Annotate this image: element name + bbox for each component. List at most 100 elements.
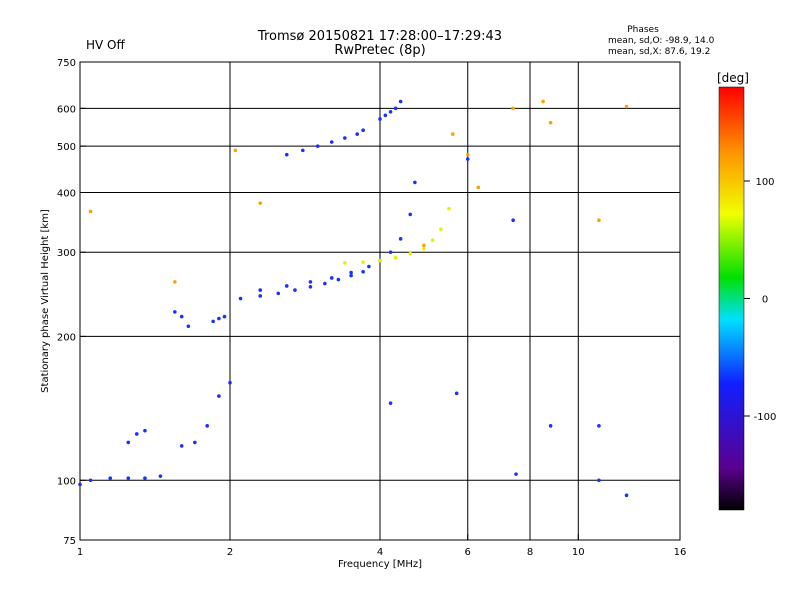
y-tick-label: 200 xyxy=(57,332,76,343)
echo-point xyxy=(597,424,601,428)
echo-point xyxy=(422,246,426,251)
echo-point xyxy=(108,476,113,481)
echo-point xyxy=(284,152,289,157)
colorbar-tick-label: -100 xyxy=(754,412,777,423)
echo-point xyxy=(315,144,320,148)
echo-point xyxy=(422,243,426,248)
echo-point xyxy=(205,424,209,428)
echo-point xyxy=(439,227,443,232)
y-tick-label: 400 xyxy=(57,188,76,199)
echo-point xyxy=(88,478,93,483)
echo-point xyxy=(276,291,281,296)
echo-point xyxy=(476,185,481,190)
echo-point xyxy=(258,294,263,298)
echo-point xyxy=(143,476,147,481)
echo-point xyxy=(597,218,601,223)
echo-point xyxy=(548,424,553,428)
echo-point xyxy=(413,180,417,185)
echo-point xyxy=(308,280,313,284)
echo-point xyxy=(211,319,215,324)
echo-point xyxy=(336,277,341,282)
echo-point xyxy=(541,99,545,104)
echo-point xyxy=(284,284,289,288)
echo-point xyxy=(511,218,515,223)
colorbar-tick-label: 0 xyxy=(762,295,768,306)
echo-point xyxy=(217,316,221,321)
echo-point xyxy=(393,106,398,111)
echo-point xyxy=(430,238,435,242)
phases-x-stats: mean, sd,X: 87.6, 19.2 xyxy=(608,47,710,57)
phases-o-stats: mean, sd,O: -98.9, 14.0 xyxy=(608,36,715,46)
echo-point xyxy=(88,209,93,214)
echo-point xyxy=(361,260,365,264)
echo-point xyxy=(343,136,347,140)
echo-point xyxy=(329,276,334,280)
x-tick-label: 16 xyxy=(674,547,687,558)
colorbar-ticks: 100 0 -100 xyxy=(744,177,776,423)
y-tick-label: 500 xyxy=(57,142,76,153)
echo-point xyxy=(447,206,451,211)
y-tick-label: 600 xyxy=(57,104,76,115)
y-tick-label: 750 xyxy=(57,58,76,69)
echo-point xyxy=(173,280,177,284)
echo-point xyxy=(624,104,629,109)
echo-point xyxy=(367,264,371,269)
echo-point xyxy=(217,394,221,398)
echo-point xyxy=(329,140,334,144)
echo-point xyxy=(388,110,393,114)
echo-point xyxy=(465,152,470,157)
echo-point xyxy=(388,250,393,255)
y-tick-label: 300 xyxy=(57,248,76,259)
echo-point xyxy=(179,314,184,319)
x-tick-label: 10 xyxy=(572,547,585,558)
echo-point xyxy=(293,288,297,292)
echo-point xyxy=(383,113,388,118)
y-axis-label: Stationary phase Virtual Height [km] xyxy=(40,209,51,393)
echo-point xyxy=(624,493,629,498)
echo-point xyxy=(173,310,177,314)
chart-subtitle: RwPretec (8p) xyxy=(334,43,425,58)
echo-point xyxy=(258,288,263,292)
echo-point xyxy=(451,132,455,136)
echo-point xyxy=(126,440,131,445)
echo-point xyxy=(126,476,131,481)
echo-point xyxy=(511,106,515,111)
phases-header: Phases xyxy=(627,25,659,35)
echo-point xyxy=(222,314,227,319)
echo-point xyxy=(301,148,305,153)
x-tick-label: 4 xyxy=(377,547,383,558)
echo-point xyxy=(258,201,263,205)
echo-point xyxy=(233,148,238,153)
echo-point xyxy=(349,270,353,275)
x-axis-label: Frequency [MHz] xyxy=(338,559,422,570)
colorbar xyxy=(718,86,745,511)
echo-point xyxy=(343,261,347,265)
echo-point xyxy=(548,120,553,125)
echo-point xyxy=(398,237,403,241)
echo-point xyxy=(361,269,365,274)
echo-point xyxy=(349,273,353,278)
echo-points xyxy=(78,99,629,498)
echo-point xyxy=(378,117,382,121)
echo-point xyxy=(355,132,359,136)
colorbar-tick-label: 100 xyxy=(755,177,774,188)
x-tick-label: 6 xyxy=(465,547,471,558)
echo-point xyxy=(398,99,403,104)
echo-point xyxy=(193,440,197,445)
echo-point xyxy=(465,157,470,161)
status-label: HV Off xyxy=(86,38,125,52)
echo-point xyxy=(454,391,459,396)
colorbar-label: [deg] xyxy=(717,71,749,85)
echo-point xyxy=(238,296,243,301)
echo-point xyxy=(361,128,365,132)
y-axis-ticks: 75 100 200 300 400 500 600 750 xyxy=(57,58,86,547)
echo-point xyxy=(158,474,163,478)
echo-point xyxy=(408,212,413,217)
echo-point xyxy=(514,472,518,476)
x-tick-label: 2 xyxy=(227,547,233,558)
echo-point xyxy=(186,324,191,329)
x-axis-ticks: 1 2 4 6 8 10 16 xyxy=(77,534,687,558)
echo-point xyxy=(228,380,232,385)
echo-point xyxy=(78,482,82,487)
echo-point xyxy=(393,256,398,260)
